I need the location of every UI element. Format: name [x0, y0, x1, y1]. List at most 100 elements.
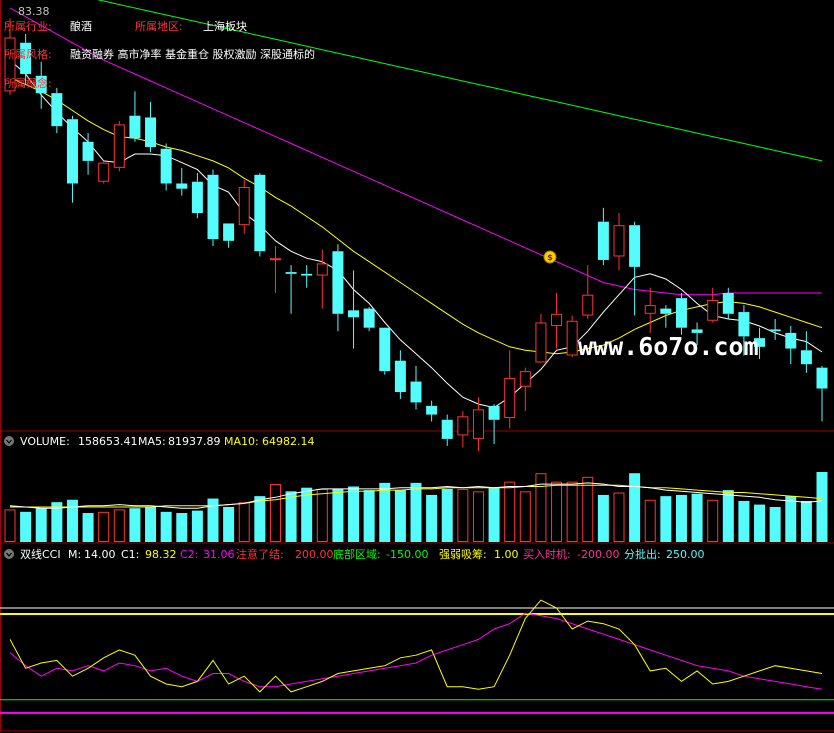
candle [82, 133, 94, 175]
candle [504, 350, 516, 429]
candle [379, 327, 391, 375]
ma-volume-5-line [9, 482, 823, 509]
candle [816, 365, 828, 422]
volume-bar [566, 481, 578, 543]
cci-m-label: M: [68, 548, 81, 561]
volume-bar [426, 494, 438, 542]
candle [519, 367, 531, 412]
volume-bar [769, 507, 781, 542]
price-ma60-line [96, 0, 823, 162]
candle [316, 249, 328, 309]
chevron-down-icon[interactable] [4, 436, 14, 446]
cci-absorb-value: 1.00 [494, 548, 519, 561]
volume-bar [285, 491, 297, 542]
candle [207, 169, 219, 247]
candle [348, 270, 360, 349]
volume-bar [348, 486, 360, 542]
candle [566, 315, 578, 358]
chevron-down-icon[interactable] [4, 549, 14, 559]
volume-bar [410, 482, 422, 542]
volume-bar [254, 496, 266, 542]
candle [660, 305, 672, 328]
volume-bar [675, 494, 687, 542]
volume-bar [816, 472, 828, 542]
cci-sell-value: 200.00 [295, 548, 334, 561]
volume-bar [51, 502, 63, 542]
candle [254, 173, 266, 257]
candle [597, 207, 609, 266]
volume-bar [363, 490, 375, 542]
volume-bar [613, 492, 625, 542]
candle [426, 400, 438, 422]
cci-c2-line [9, 612, 823, 690]
candle [129, 91, 141, 142]
volume-bar [785, 496, 797, 542]
volume-bar [379, 482, 391, 542]
candle [113, 120, 125, 172]
watermark-text: www.6o7o.com [578, 332, 759, 361]
candle [472, 397, 484, 452]
volume-bar [82, 513, 94, 542]
candle [613, 213, 625, 271]
cci-header: 双线CCI M: 14.00 C1: 98.32 C2: 31.06 注意了结:… [4, 547, 705, 561]
candle [535, 313, 547, 363]
candle [410, 365, 422, 410]
industry-value: 酿酒 [70, 19, 92, 33]
candle [738, 305, 750, 356]
candle [785, 325, 797, 365]
candle [145, 101, 157, 153]
region-value: 上海板块 [203, 19, 247, 33]
cci-c1-value: 98.32 [145, 548, 177, 561]
price-top-label: 83.38 [18, 5, 50, 18]
candle [457, 411, 469, 448]
candle [722, 287, 734, 320]
volume-bar [316, 488, 328, 542]
volume-bar [301, 487, 313, 542]
volume-bar [176, 513, 188, 542]
volume-bar [207, 498, 219, 542]
concept-label: 所属概念: [4, 76, 52, 90]
industry-label: 所属行业: [4, 20, 52, 33]
volume-bar [441, 488, 453, 542]
volume-bar [597, 494, 609, 542]
candles [4, 18, 828, 452]
volume-bar [754, 504, 766, 542]
candle [223, 223, 235, 248]
candle [238, 180, 250, 234]
volume-bar [472, 491, 484, 542]
volume-bar [223, 507, 235, 542]
volume-bar [394, 490, 406, 542]
candle [800, 331, 812, 373]
volume-bar [582, 476, 594, 542]
candle [285, 265, 297, 314]
volume-bar [160, 511, 172, 542]
volume-bar [20, 511, 32, 542]
volume-value: 158653.41 [78, 435, 138, 448]
volume-ma5-label: MA5: [138, 435, 166, 448]
volume-ma5-value: 81937.89 [168, 435, 221, 448]
volume-bar [129, 508, 141, 542]
stock-info: 83.38 所属行业: 酿酒 所属地区: 上海板块 所属风格: 融资融券 高市净… [4, 5, 315, 90]
volume-ma-lines [9, 482, 823, 509]
candle [20, 34, 32, 85]
cci-m-value: 14.00 [84, 548, 116, 561]
volume-header: VOLUME: 158653.41 MA5: 81937.89 MA10: 64… [4, 435, 315, 448]
volume-bar [535, 473, 547, 543]
price-panel [4, 0, 828, 452]
volume-bar [504, 481, 516, 543]
price-ma5-line [9, 59, 823, 409]
cci-c2-value: 31.06 [203, 548, 235, 561]
candle [629, 221, 641, 316]
candle [160, 143, 172, 191]
candle [51, 87, 63, 134]
candle [441, 414, 453, 446]
volume-bar [269, 484, 281, 543]
volume-bar [332, 488, 344, 542]
candle [754, 327, 766, 359]
candle [691, 322, 703, 346]
cci-c2-label: C2: [180, 548, 198, 561]
candle [4, 18, 16, 95]
volume-bar [707, 499, 719, 542]
